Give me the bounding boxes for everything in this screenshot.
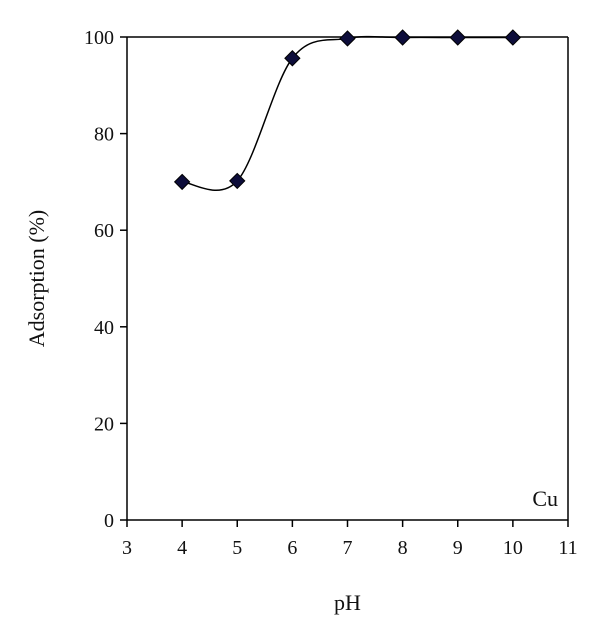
x-tick-label: 9 — [453, 537, 463, 559]
y-tick-label: 60 — [94, 220, 114, 242]
x-axis-ticks: 3 4 5 6 7 8 9 10 11 — [122, 520, 578, 559]
data-point-diamond — [339, 30, 356, 47]
x-axis-label: pH — [334, 590, 361, 615]
x-tick-label: 10 — [503, 537, 523, 559]
data-point-diamond — [394, 29, 411, 46]
x-tick-label: 11 — [558, 537, 577, 559]
x-tick-label: 3 — [122, 537, 132, 559]
y-tick-label: 0 — [104, 510, 114, 532]
x-tick-label: 4 — [177, 537, 187, 559]
y-tick-label: 40 — [94, 317, 114, 339]
x-tick-label: 6 — [287, 537, 297, 559]
x-tick-label: 8 — [398, 537, 408, 559]
y-tick-label: 100 — [84, 27, 114, 49]
y-axis-ticks: 0 20 40 60 80 100 — [84, 27, 127, 532]
plot-area — [126, 36, 569, 521]
series-annotation: Cu — [532, 486, 558, 511]
data-point-diamond — [504, 29, 522, 46]
y-tick-label: 80 — [94, 124, 114, 146]
x-tick-label: 7 — [343, 537, 353, 559]
data-point-diamond — [173, 173, 191, 191]
fit-curve — [182, 35, 513, 192]
data-point-diamond — [284, 50, 301, 67]
x-tick-label: 5 — [232, 537, 242, 559]
y-tick-label: 20 — [94, 413, 114, 435]
data-point-diamond — [229, 172, 246, 190]
y-axis-label: Adsorption (%) — [24, 210, 49, 347]
data-points — [173, 29, 522, 191]
data-point-diamond — [449, 29, 466, 46]
